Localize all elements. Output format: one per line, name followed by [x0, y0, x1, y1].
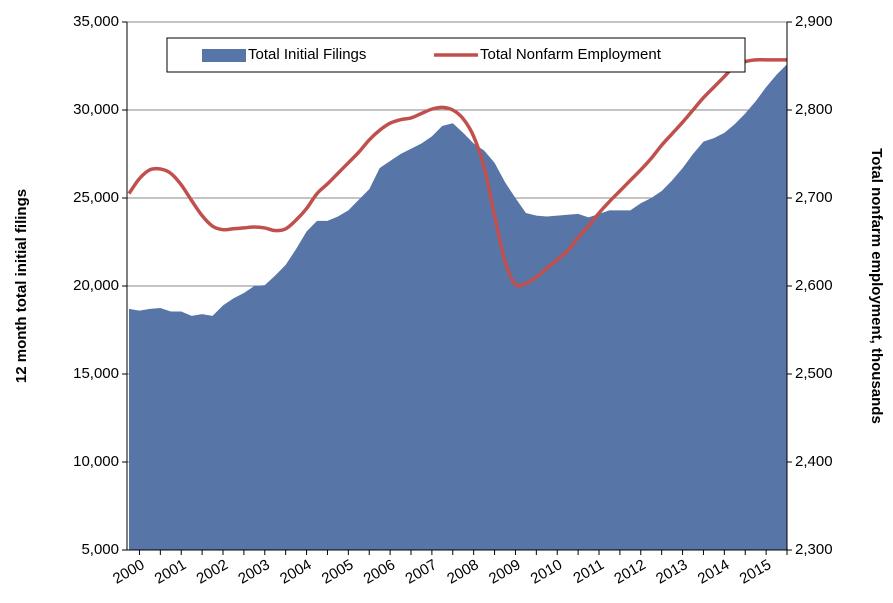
legend-label: Total Initial Filings	[248, 46, 366, 63]
y2-tick-label: 2,700	[795, 189, 833, 206]
y-axis-title: 12 month total initial filings	[13, 189, 30, 383]
x-tick-label: 2010	[528, 556, 565, 587]
y2-tick-label: 2,500	[795, 365, 833, 382]
y2-tick-label: 2,800	[795, 101, 833, 118]
x-tick-label: 2007	[402, 556, 439, 587]
x-tick-label: 2002	[194, 556, 231, 587]
y-tick-label: 15,000	[73, 365, 119, 382]
x-tick-label: 2009	[486, 556, 523, 587]
y2-tick-label: 2,600	[795, 277, 833, 294]
x-tick-label: 2005	[319, 556, 356, 587]
employment-line	[127, 57, 787, 288]
x-tick-label: 2000	[110, 556, 147, 587]
y-tick-label: 25,000	[73, 189, 119, 206]
x-tick-label: 2004	[277, 556, 314, 587]
x-tick-label: 2012	[611, 556, 648, 587]
y2-tick-label: 2,400	[795, 453, 833, 470]
y2-tick-label: 2,900	[795, 13, 833, 30]
x-tick-label: 2013	[653, 556, 690, 587]
x-tick-label: 2001	[152, 556, 189, 587]
x-tick-label: 2003	[235, 556, 272, 587]
y-tick-label: 5,000	[81, 541, 119, 558]
legend-swatch	[202, 49, 246, 62]
x-tick-label: 2006	[361, 556, 398, 587]
x-tick-label: 2008	[444, 556, 481, 587]
filings-area	[129, 64, 787, 551]
x-tick-label: 2014	[695, 556, 732, 587]
y-tick-label: 35,000	[73, 13, 119, 30]
y-tick-label: 10,000	[73, 453, 119, 470]
x-tick-label: 2011	[571, 556, 607, 587]
y2-tick-label: 2,300	[795, 541, 833, 558]
x-tick-label: 2015	[737, 556, 774, 587]
y2-axis-title: Total nonfarm employment, thousands	[868, 148, 885, 424]
legend-label: Total Nonfarm Employment	[480, 46, 662, 63]
y-tick-label: 30,000	[73, 101, 119, 118]
y-tick-label: 20,000	[73, 277, 119, 294]
